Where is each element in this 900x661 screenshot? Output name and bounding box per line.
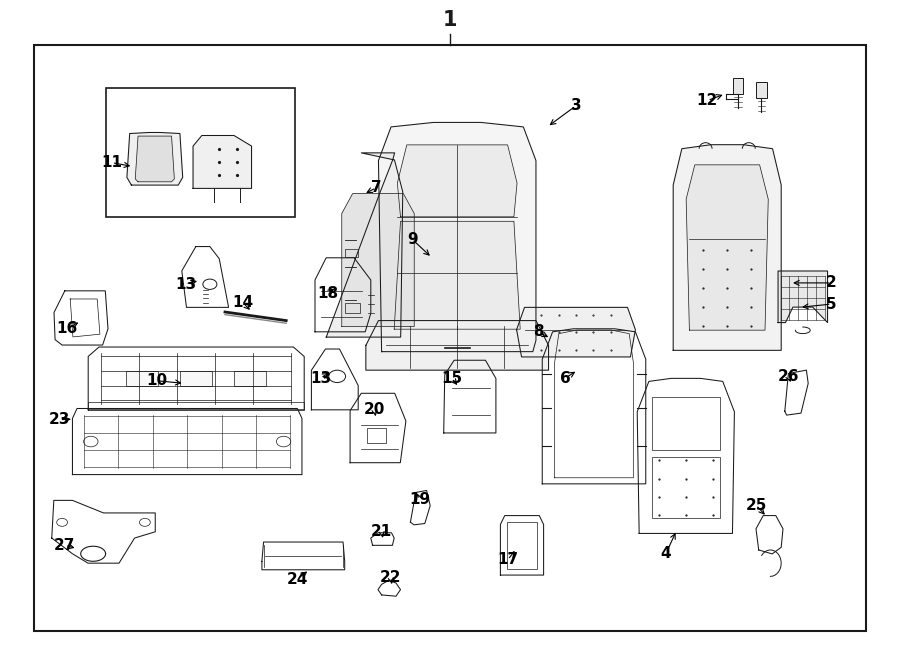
Polygon shape bbox=[135, 136, 175, 182]
Polygon shape bbox=[193, 136, 251, 188]
Text: 12: 12 bbox=[697, 93, 718, 108]
Bar bbox=[367, 428, 386, 444]
Bar bbox=[34, 45, 866, 631]
Text: 2: 2 bbox=[826, 276, 837, 290]
Polygon shape bbox=[394, 221, 520, 329]
Text: 21: 21 bbox=[371, 524, 392, 539]
Text: 11: 11 bbox=[101, 155, 122, 170]
Bar bbox=[507, 522, 537, 569]
Text: 22: 22 bbox=[380, 570, 401, 584]
Text: 5: 5 bbox=[826, 297, 837, 311]
Bar bbox=[346, 249, 358, 257]
Polygon shape bbox=[673, 145, 781, 350]
Text: 10: 10 bbox=[146, 373, 167, 388]
Text: 20: 20 bbox=[364, 403, 385, 417]
Bar bbox=[652, 457, 720, 518]
Text: 17: 17 bbox=[497, 553, 518, 567]
Text: 24: 24 bbox=[286, 572, 308, 586]
Text: 13: 13 bbox=[310, 371, 331, 385]
Text: 3: 3 bbox=[571, 98, 581, 113]
Polygon shape bbox=[378, 122, 536, 352]
Text: 15: 15 bbox=[441, 371, 463, 385]
Polygon shape bbox=[327, 153, 403, 337]
Text: 1: 1 bbox=[443, 10, 457, 30]
Bar bbox=[733, 78, 743, 94]
Polygon shape bbox=[398, 145, 517, 217]
Polygon shape bbox=[686, 165, 769, 330]
Polygon shape bbox=[778, 271, 828, 323]
Text: 7: 7 bbox=[371, 180, 382, 195]
Bar bbox=[234, 371, 266, 385]
Text: 18: 18 bbox=[317, 286, 338, 301]
Text: 27: 27 bbox=[54, 538, 76, 553]
Text: 4: 4 bbox=[661, 546, 671, 561]
Polygon shape bbox=[127, 132, 183, 185]
Text: 23: 23 bbox=[49, 412, 70, 427]
Text: 9: 9 bbox=[407, 232, 418, 247]
Bar bbox=[756, 82, 767, 98]
Text: 16: 16 bbox=[56, 321, 77, 336]
Text: 25: 25 bbox=[745, 498, 767, 512]
Bar bbox=[346, 303, 360, 313]
Bar bbox=[126, 371, 158, 385]
Bar bbox=[652, 397, 720, 449]
Text: 26: 26 bbox=[778, 369, 799, 384]
Text: 14: 14 bbox=[232, 295, 254, 310]
Polygon shape bbox=[517, 307, 635, 357]
Polygon shape bbox=[365, 321, 549, 370]
Text: 19: 19 bbox=[409, 492, 430, 507]
Bar bbox=[180, 371, 212, 385]
Text: 13: 13 bbox=[175, 277, 196, 292]
Bar bbox=[106, 88, 295, 217]
Text: 6: 6 bbox=[560, 371, 571, 385]
Polygon shape bbox=[342, 194, 414, 327]
Text: 8: 8 bbox=[533, 325, 544, 339]
